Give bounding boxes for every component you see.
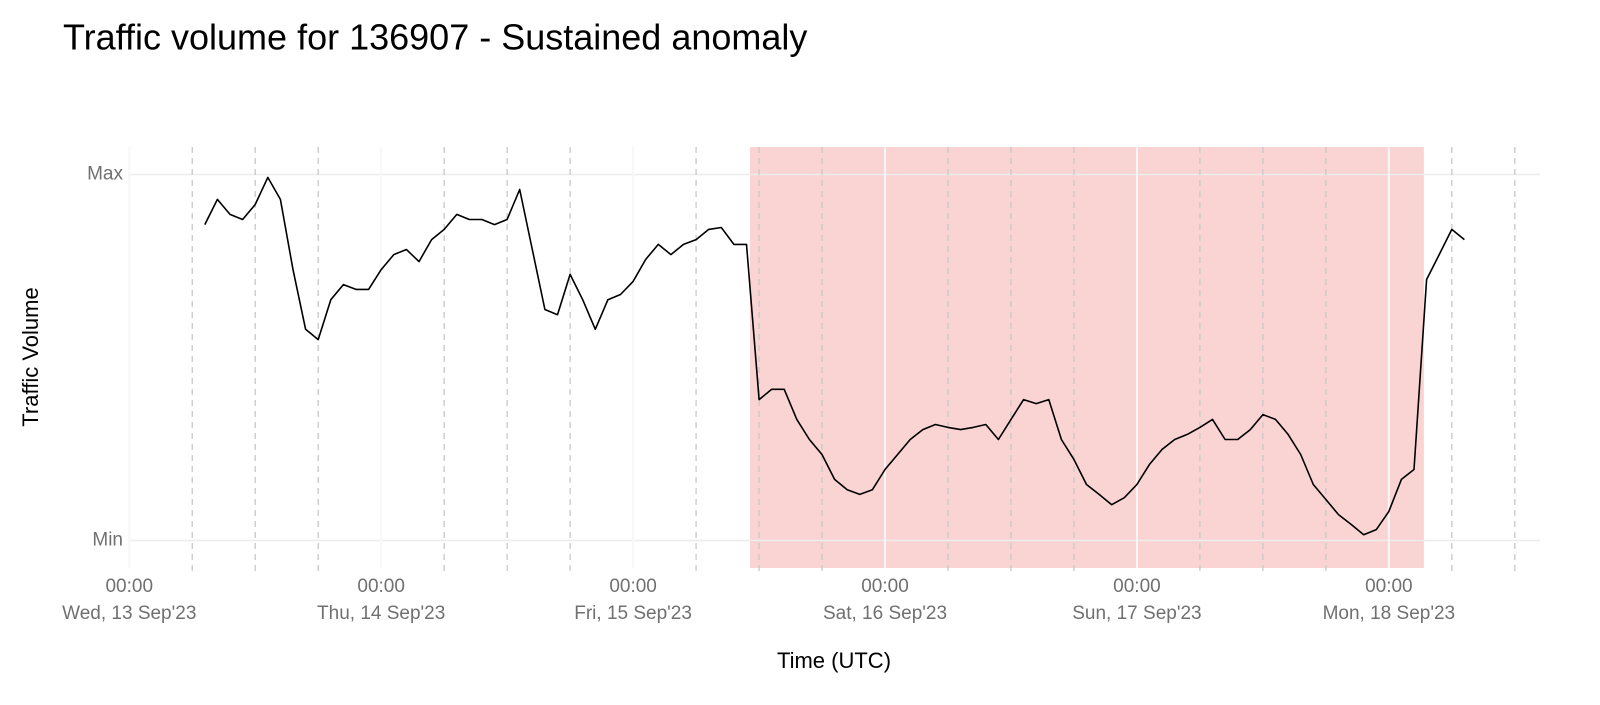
x-tick-label: Thu, 14 Sep'23	[317, 603, 445, 624]
y-tick-label: Max	[87, 163, 123, 184]
anomaly-region	[749, 147, 1424, 568]
y-tick-label: Min	[92, 530, 123, 551]
x-tick-label: 00:00	[609, 576, 657, 597]
x-tick-label: Fri, 15 Sep'23	[574, 603, 692, 624]
x-tick-label: Mon, 18 Sep'23	[1323, 603, 1456, 624]
x-tick-label: 00:00	[105, 576, 153, 597]
x-tick-label: 00:00	[1113, 576, 1161, 597]
x-tick-label: 00:00	[861, 576, 909, 597]
x-tick-label: Sun, 17 Sep'23	[1072, 603, 1201, 624]
x-axis-label: Time (UTC)	[777, 648, 891, 673]
x-tick-label: Sat, 16 Sep'23	[823, 603, 947, 624]
chart-title: Traffic volume for 136907 - Sustained an…	[63, 17, 807, 58]
x-tick-label: 00:00	[1365, 576, 1413, 597]
y-axis-label: Traffic Volume	[18, 287, 43, 426]
x-tick-label: 00:00	[357, 576, 405, 597]
x-tick-label: Wed, 13 Sep'23	[62, 603, 196, 624]
data-line	[204, 176, 1465, 536]
